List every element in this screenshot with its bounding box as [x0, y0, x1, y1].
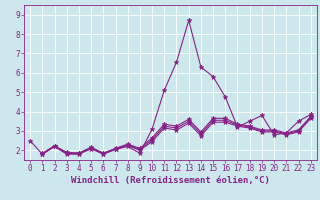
X-axis label: Windchill (Refroidissement éolien,°C): Windchill (Refroidissement éolien,°C): [71, 176, 270, 185]
